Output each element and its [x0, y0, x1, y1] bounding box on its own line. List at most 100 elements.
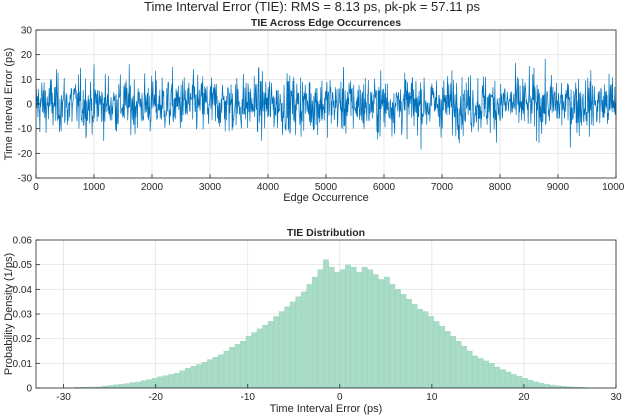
tie-distribution-bar	[323, 259, 329, 389]
tie-distribution-bar	[196, 364, 202, 389]
tie-distribution-bar	[295, 296, 302, 389]
tie-distribution-bar	[234, 343, 241, 389]
tie-distribution-y-tick-label: 0.06	[13, 236, 33, 247]
tie-distribution-bar	[367, 269, 374, 389]
tie-distribution-bar	[394, 289, 401, 389]
tie-distribution-bar	[505, 371, 512, 389]
tie-distribution-bar	[312, 276, 318, 389]
tie-distribution-bar	[151, 377, 158, 389]
tie-distribution-xlabel: Time Interval Error (ps)	[270, 403, 383, 415]
tie-distribution-ylabel: Probability Density (1/ps)	[3, 253, 15, 375]
tie-distribution-x-tick-label: 30	[610, 392, 622, 403]
tie-time-y-tick-label: -30	[18, 174, 33, 185]
tie-time-x-tick-label: 6000	[373, 182, 396, 193]
tie-time-xlabel: Edge Occurrence	[283, 192, 369, 204]
tie-distribution-bars	[74, 259, 589, 389]
tie-time-x-tick-label: 1000	[83, 182, 106, 193]
tie-distribution-bar	[173, 373, 180, 389]
tie-distribution-y-tick-label: 0.05	[13, 260, 33, 271]
tie-distribution-x-tick-label: 0	[337, 392, 343, 403]
tie-distribution-bar	[129, 382, 136, 389]
tie-distribution-bar	[251, 332, 258, 389]
tie-time-series-line	[35, 58, 617, 150]
tie-distribution-bar	[267, 321, 274, 389]
tie-time-x-tick-label: 4000	[257, 182, 280, 193]
tie-distribution-bar	[168, 374, 175, 389]
tie-distribution-title: TIE Distribution	[287, 227, 365, 239]
tie-distribution-bar	[472, 355, 479, 389]
tie-distribution-x-tick-label: -10	[241, 392, 256, 403]
tie-distribution-bar	[350, 266, 357, 389]
tie-distribution-bar	[317, 269, 324, 389]
tie-time-x-tick-label: 5000	[315, 182, 338, 193]
tie-distribution-x-tick-label: 10	[426, 392, 438, 403]
tie-distribution-bar	[372, 274, 379, 389]
tie-time-x-tick-label: 0	[33, 182, 39, 193]
tie-distribution-bar	[262, 324, 269, 389]
tie-distribution-bar	[157, 376, 164, 389]
tie-distribution-bar	[516, 376, 523, 389]
tie-time-x-tick-label: 8000	[489, 182, 512, 193]
tie-distribution-bar	[383, 276, 390, 389]
tie-distribution-bar	[124, 383, 131, 389]
tie-distribution-bar	[300, 291, 307, 389]
tie-distribution-bar	[190, 366, 197, 389]
tie-time-x-tick-label: 7000	[431, 182, 454, 193]
tie-distribution-axes: TIE Distribution -30 -20 -10 0 10 20 30 00.010…	[3, 227, 622, 415]
tie-distribution-bar	[461, 345, 467, 389]
tie-time-x-ticks: 0 1000 2000 3000 4000 5000 6000 7000 8000 9000 100…	[33, 174, 624, 193]
tie-distribution-y-tick-label: 0.01	[13, 359, 33, 370]
tie-distribution-bar	[444, 331, 451, 389]
tie-time-x-tick-label: 10000	[602, 182, 624, 193]
tie-distribution-bar	[162, 375, 169, 389]
tie-distribution-bar	[278, 311, 285, 389]
tie-distribution-bar	[378, 279, 385, 389]
tie-distribution-y-ticks: 0 0.01 0.02 0.03 0.04 0.05 0.06	[13, 236, 40, 395]
tie-distribution-bar	[356, 271, 363, 389]
tie-distribution-bar	[345, 264, 351, 389]
tie-time-ylabel: Time Interval Error (ps)	[3, 48, 15, 161]
tie-distribution-bar	[433, 321, 440, 389]
tie-time-x-tick-label: 3000	[199, 182, 222, 193]
tie-distribution-bar	[549, 384, 556, 389]
tie-distribution-bar	[532, 381, 539, 389]
tie-distribution-bar	[510, 374, 517, 389]
tie-time-y-tick-label: 20	[21, 50, 33, 61]
tie-distribution-y-tick-label: 0.02	[13, 334, 33, 345]
tie-distribution-bar	[140, 380, 147, 389]
tie-time-y-ticks: -30 -20 -10 0 10 20 30	[18, 26, 40, 185]
figure-title: Time Interval Error (TIE): RMS = 8.13 ps…	[144, 0, 480, 14]
tie-distribution-bar	[289, 301, 296, 389]
tie-distribution-bar	[477, 358, 484, 389]
tie-distribution-y-tick-label: 0.04	[13, 285, 33, 296]
tie-time-y-tick-label: 0	[26, 100, 32, 111]
tie-time-axes: TIE Across Edge Occurrences 0 1000 2000 300…	[3, 17, 624, 204]
tie-distribution-bar	[184, 368, 191, 389]
tie-distribution-bar	[405, 299, 412, 389]
tie-distribution-x-tick-label: 20	[518, 392, 530, 403]
tie-distribution-bar	[439, 326, 445, 389]
tie-distribution-bar	[179, 370, 186, 389]
tie-time-x-tick-label: 9000	[547, 182, 570, 193]
tie-time-series	[35, 58, 617, 150]
tie-distribution-bar	[455, 340, 462, 389]
tie-distribution-y-tick-label: 0.03	[13, 310, 33, 321]
tie-time-x-tick-label: 2000	[141, 182, 164, 193]
tie-time-y-tick-label: 30	[21, 26, 33, 37]
tie-distribution-bar	[229, 347, 236, 389]
tie-distribution-bar	[256, 328, 263, 389]
tie-distribution-bar	[273, 316, 280, 389]
tie-distribution-bar	[527, 379, 534, 389]
tie-distribution-bar	[113, 384, 120, 389]
tie-distribution-bar	[146, 379, 153, 389]
tie-distribution-bar	[499, 369, 506, 389]
tie-distribution-bar	[389, 284, 396, 389]
tie-distribution-bar	[284, 306, 291, 389]
tie-distribution-bar	[207, 359, 213, 389]
tie-time-title: TIE Across Edge Occurrences	[251, 17, 401, 29]
tie-distribution-x-tick-label: -30	[56, 392, 71, 403]
tie-distribution-bar	[411, 303, 418, 389]
tie-distribution-bar	[212, 357, 219, 389]
tie-distribution-bar	[240, 340, 247, 389]
